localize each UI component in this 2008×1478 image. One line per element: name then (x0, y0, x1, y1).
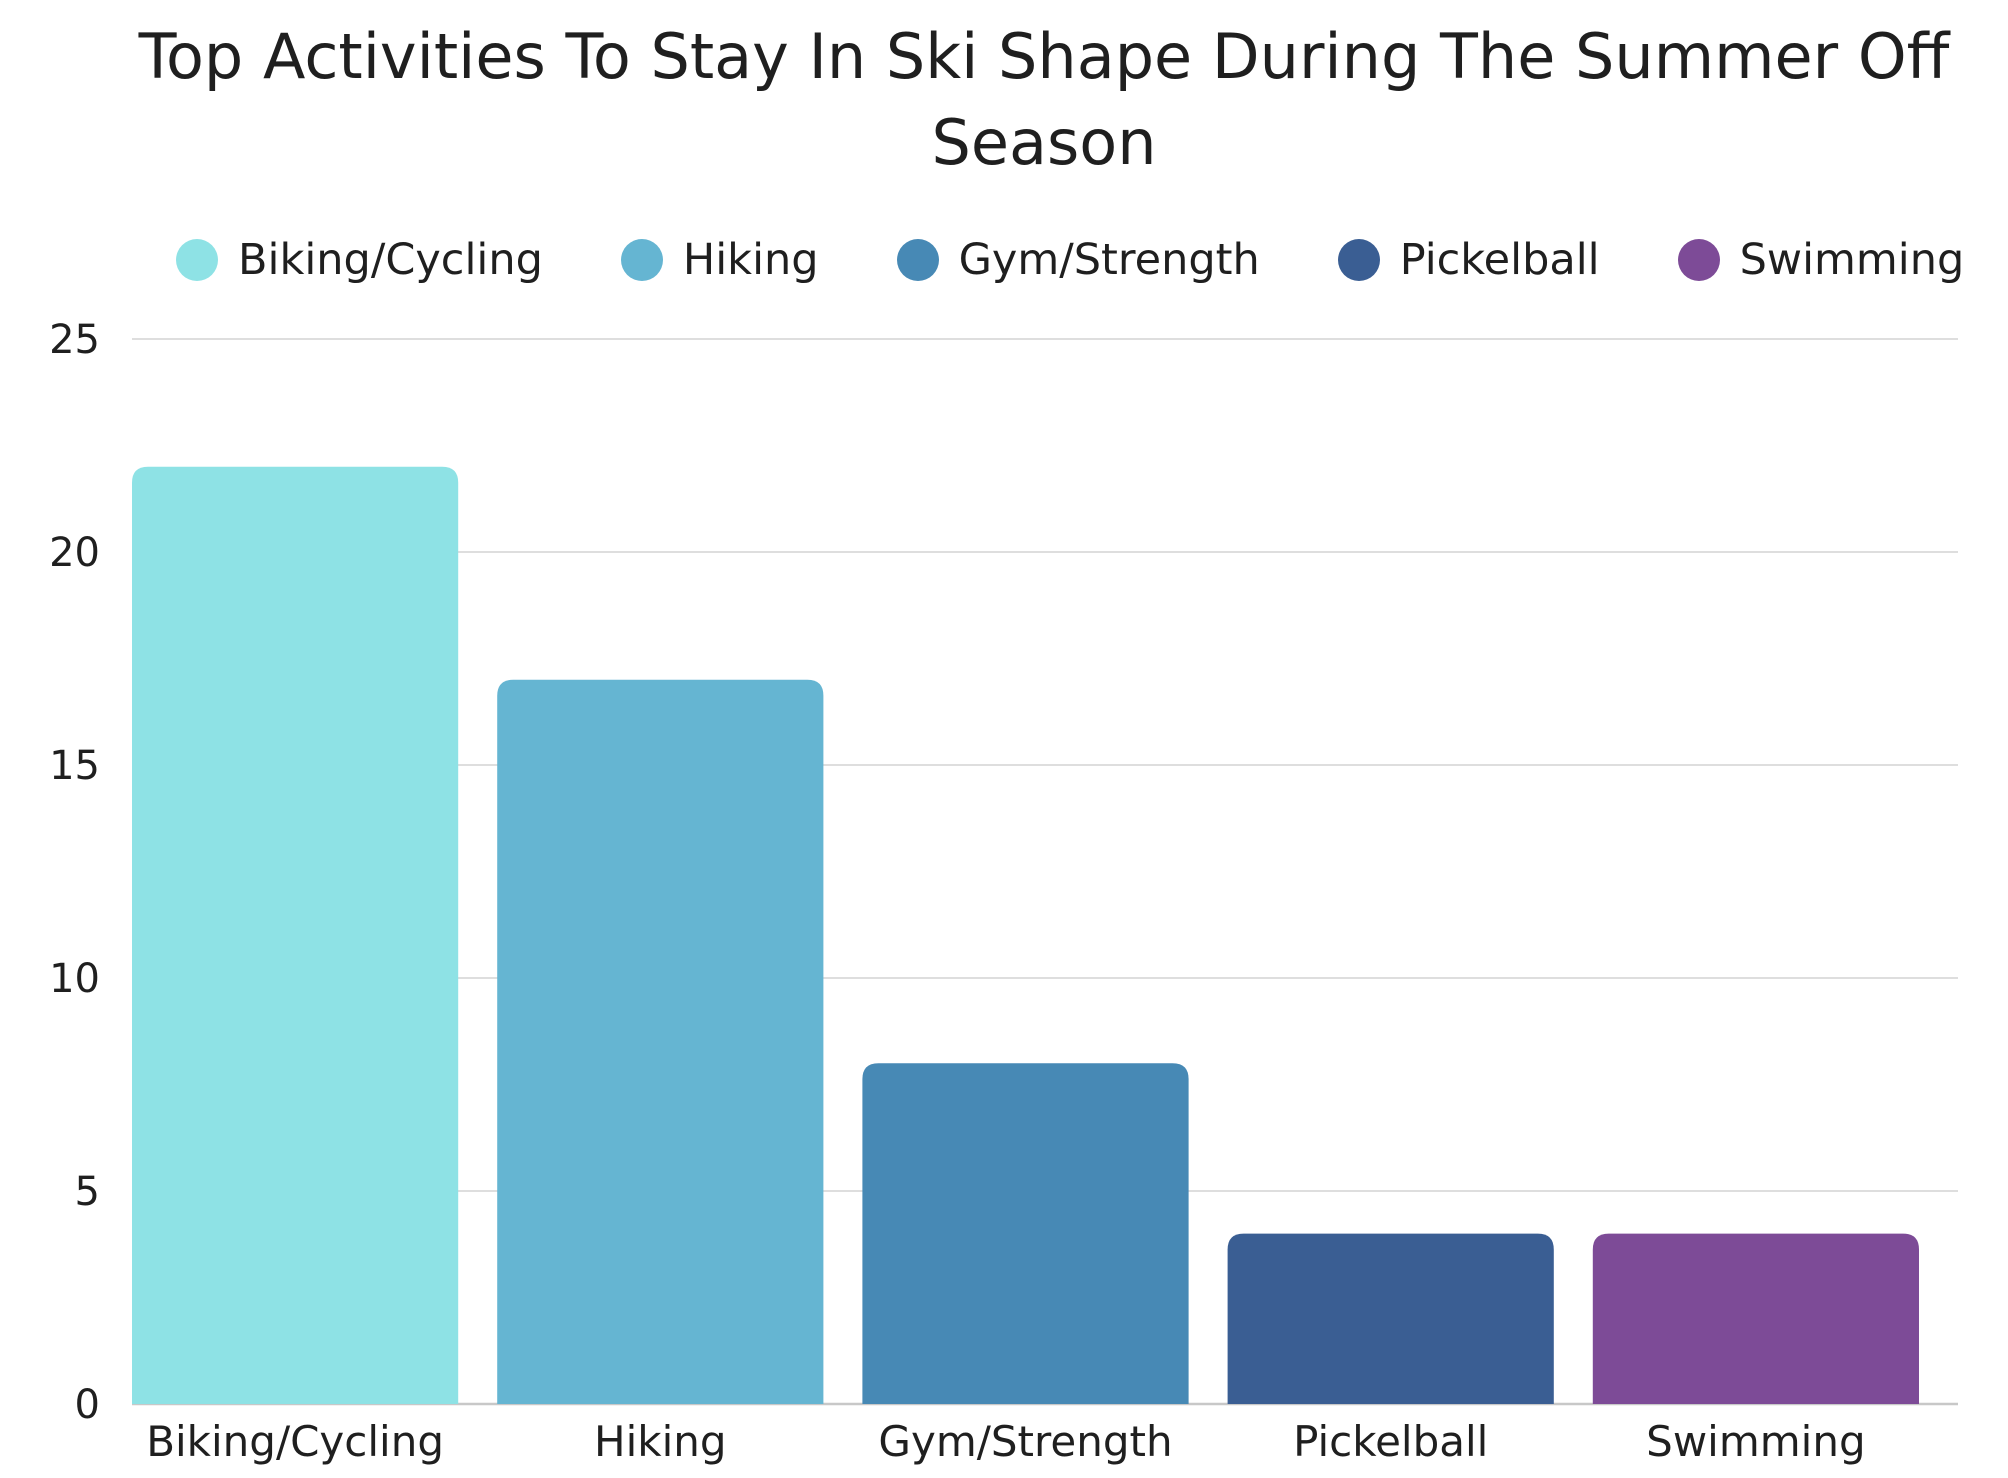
bar-swimming (1593, 1234, 1919, 1404)
bar-biking-cycling (132, 467, 458, 1404)
y-tick-label: 0 (75, 1382, 100, 1428)
y-tick-label: 25 (49, 317, 100, 363)
bar-pickelball (1228, 1234, 1554, 1404)
y-tick-label: 15 (49, 743, 100, 789)
y-tick-label: 5 (75, 1169, 100, 1215)
x-tick-label-biking-cycling: Biking/Cycling (146, 1417, 444, 1466)
x-tick-label-pickelball: Pickelball (1293, 1417, 1488, 1466)
y-tick-label: 10 (49, 956, 100, 1002)
chart: Top Activities To Stay In Ski Shape Duri… (0, 0, 2008, 1478)
bar-hiking (497, 680, 823, 1404)
plot-area: 0 5 10 15 20 25 Biking/Cycling Hiking Gym/Streng… (0, 0, 2008, 1478)
x-tick-label-gym-strength: Gym/Strength (878, 1417, 1172, 1466)
bar-gym-strength (862, 1063, 1188, 1404)
x-tick-label-hiking: Hiking (594, 1417, 727, 1466)
x-tick-label-swimming: Swimming (1646, 1417, 1865, 1466)
y-tick-label: 20 (49, 530, 100, 576)
